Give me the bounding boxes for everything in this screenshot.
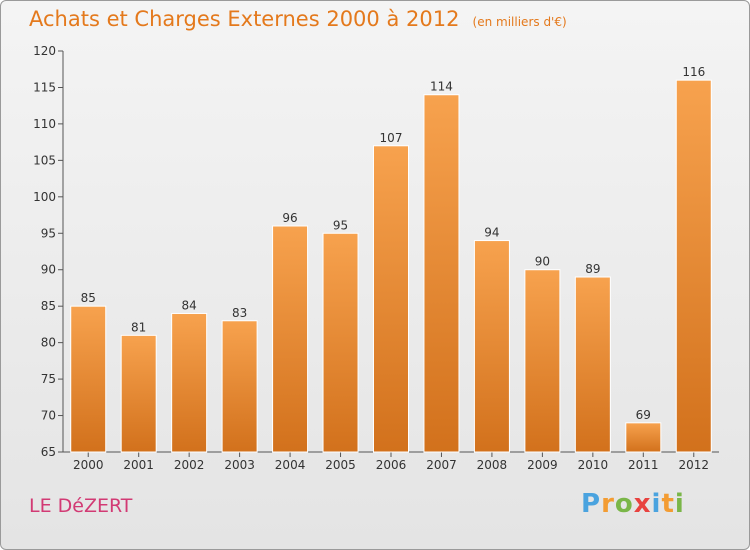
chart-subtitle: (en milliers d'€) bbox=[472, 15, 567, 29]
x-tick-label: 2010 bbox=[578, 458, 609, 472]
bar bbox=[120, 334, 157, 453]
bar-layer: 85 81 84 83 96 95 107 114 94 90 89 69 116 bbox=[70, 65, 712, 453]
y-tick-label: 80 bbox=[41, 336, 56, 350]
bar bbox=[625, 422, 662, 453]
y-tick-label: 110 bbox=[33, 117, 56, 131]
y-tick-label: 120 bbox=[33, 44, 56, 58]
bar bbox=[473, 240, 510, 453]
logo-letter: t bbox=[661, 489, 675, 519]
bar-value-label: 116 bbox=[682, 65, 705, 79]
proxiti-logo[interactable]: Proxiti bbox=[581, 489, 685, 519]
y-tick-label: 105 bbox=[33, 153, 56, 167]
y-tick-label: 65 bbox=[41, 445, 56, 459]
logo-letter: x bbox=[633, 489, 652, 519]
bar bbox=[675, 79, 712, 453]
y-tick-label: 75 bbox=[41, 372, 56, 386]
logo-letter: o bbox=[614, 489, 634, 519]
bar-value-label: 96 bbox=[282, 211, 297, 225]
logo-letter: P bbox=[581, 489, 602, 519]
bar-value-label: 83 bbox=[232, 306, 247, 320]
title-row: Achats et Charges Externes 2000 à 2012 (… bbox=[29, 7, 567, 31]
bar bbox=[574, 276, 611, 453]
y-tick-label: 95 bbox=[41, 226, 56, 240]
x-tick-label: 2006 bbox=[376, 458, 407, 472]
y-tick-label: 115 bbox=[33, 80, 56, 94]
logo-letter: i bbox=[674, 489, 685, 519]
bar-value-label: 85 bbox=[81, 291, 96, 305]
logo-letter: i bbox=[651, 489, 662, 519]
logo-letter: r bbox=[601, 489, 615, 519]
x-tick-label: 2001 bbox=[123, 458, 154, 472]
chart-title: Achats et Charges Externes 2000 à 2012 bbox=[29, 7, 460, 31]
x-tick-label: 2005 bbox=[325, 458, 356, 472]
x-tick-label: 2002 bbox=[174, 458, 205, 472]
bar-value-label: 89 bbox=[585, 262, 600, 276]
bar-value-label: 107 bbox=[380, 131, 403, 145]
axis-layer: 65 70 75 80 85 90 95 100 105 110 115 120 2000 2001 200… bbox=[33, 44, 719, 472]
bar bbox=[524, 269, 561, 453]
bar bbox=[171, 312, 208, 453]
x-tick-label: 2004 bbox=[275, 458, 306, 472]
y-tick-label: 70 bbox=[41, 409, 56, 423]
bar bbox=[70, 305, 107, 453]
x-tick-label: 2012 bbox=[678, 458, 709, 472]
town-name: LE DéZERT bbox=[29, 495, 133, 517]
bar-value-label: 114 bbox=[430, 80, 453, 94]
bar bbox=[322, 232, 359, 453]
y-tick-label: 85 bbox=[41, 299, 56, 313]
y-tick-label: 100 bbox=[33, 190, 56, 204]
bar-value-label: 90 bbox=[535, 255, 550, 269]
bar bbox=[272, 225, 309, 453]
x-tick-label: 2008 bbox=[477, 458, 508, 472]
x-tick-label: 2009 bbox=[527, 458, 558, 472]
bar-value-label: 69 bbox=[636, 408, 651, 422]
x-tick-label: 2011 bbox=[628, 458, 659, 472]
bar-value-label: 94 bbox=[484, 226, 499, 240]
bar bbox=[423, 94, 460, 453]
x-tick-label: 2000 bbox=[73, 458, 104, 472]
bar bbox=[373, 145, 409, 453]
bar-value-label: 84 bbox=[182, 298, 197, 312]
bar bbox=[221, 320, 258, 453]
bar-value-label: 81 bbox=[131, 320, 146, 334]
x-tick-label: 2003 bbox=[224, 458, 255, 472]
y-tick-label: 90 bbox=[41, 263, 56, 277]
x-tick-label: 2007 bbox=[426, 458, 457, 472]
bar-value-label: 95 bbox=[333, 218, 348, 232]
